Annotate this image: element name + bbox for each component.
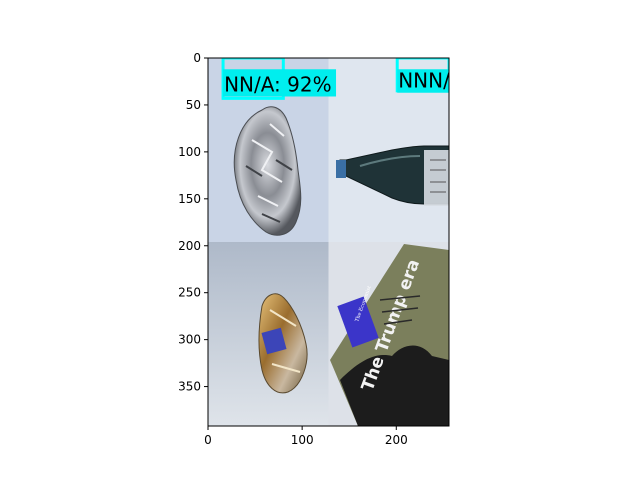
aluminum-foil-object: [233, 106, 302, 236]
axes-frame: [207, 57, 450, 427]
y-tick-label: 0: [193, 51, 201, 65]
detection-label: NN/A: 92%: [224, 72, 332, 96]
glass-bottle-object: [339, 145, 449, 205]
x-tick-label: 0: [204, 433, 212, 447]
tile-magazine: The Economist The Trump era: [328, 242, 449, 426]
y-tick-label: 250: [178, 286, 201, 300]
y-tick-label: 100: [178, 145, 201, 159]
tile-snack-wrapper: [208, 242, 329, 426]
detection-label: NNN/A: [398, 69, 464, 93]
detection-1: NN/A: 92%: [221, 58, 337, 100]
x-tick-label: 200: [385, 433, 408, 447]
y-tick-label: 50: [186, 98, 201, 112]
detection-2: NNN/A: [395, 58, 464, 93]
y-tick-label: 150: [178, 192, 201, 206]
x-axis-ticks: 0 100 200: [204, 426, 408, 447]
y-tick-label: 200: [178, 239, 201, 253]
detection-overlays: NN/A: 92% NNN/A: [221, 58, 464, 100]
detection-label-bg: [397, 69, 449, 93]
detection-label-bg: [223, 69, 337, 97]
y-axis-ticks: 0 50 100 150 200 250 300 350: [178, 51, 208, 394]
image-tiles: The Economist The Trump era: [208, 58, 449, 426]
x-tick-label: 100: [291, 433, 314, 447]
y-tick-label: 350: [178, 380, 201, 394]
y-tick-label: 300: [178, 333, 201, 347]
